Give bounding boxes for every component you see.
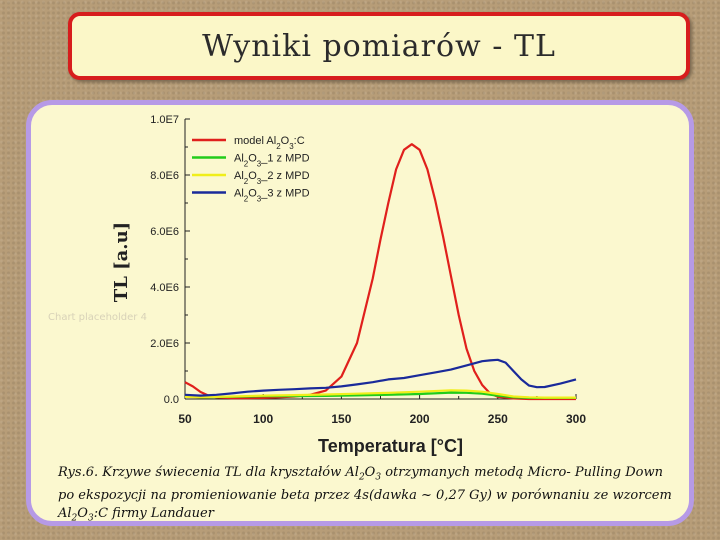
legend-entry: Al2O3_1 z MPD [234, 153, 310, 169]
x-tick-label: 100 [253, 412, 273, 426]
caption-subscript: 2 [358, 472, 365, 483]
legend-entry: model Al2O3:C [234, 135, 305, 151]
caption-part: Rys.6. Krzywe świecenia TL dla kryształó… [58, 465, 359, 480]
legend-text-part: :C [294, 135, 305, 147]
x-tick-label: 300 [566, 412, 586, 426]
x-tick-label: 150 [331, 412, 351, 426]
legend-text-part: 3 [257, 160, 262, 169]
legend-text-part: _2 z MPD [260, 170, 309, 182]
legend-text-part: O [248, 188, 257, 200]
legend-text-part: 2 [244, 160, 249, 169]
legend-text-part: 3 [289, 142, 294, 151]
caption-part: O [77, 505, 88, 521]
legend-text-part: 3 [257, 177, 262, 186]
y-tick-label: 2.0E6 [150, 338, 179, 350]
legend-text-part: _3 z MPD [260, 188, 309, 200]
figure-caption: Rys.6. Krzywe świecenia TL dla kryształó… [58, 464, 678, 528]
x-tick-label: 200 [410, 412, 430, 426]
y-tick-label: 1.0E7 [150, 114, 179, 126]
legend-text-part: O [248, 153, 257, 165]
content-panel [26, 100, 694, 526]
title-box: Wyniki pomiarów - TL [68, 12, 690, 80]
caption-subscript: 3 [375, 472, 382, 483]
y-tick-label: 8.0E6 [150, 170, 179, 182]
legend-text-part: Al [234, 188, 244, 200]
legend-entry: Al2O3_2 z MPD [234, 170, 310, 186]
series-line-4 [184, 358, 577, 397]
legend-text-part: 3 [257, 195, 262, 204]
legend-text-part: O [248, 170, 257, 182]
legend-entry: Al2O3_3 z MPD [234, 188, 310, 204]
y-tick-label: 6.0E6 [150, 226, 179, 238]
caption-part: :C firmy Landauer [93, 505, 214, 521]
x-tick-label: 250 [488, 412, 508, 426]
slide-title: Wyniki pomiarów - TL [202, 28, 556, 64]
legend-text-part: _1 z MPD [260, 153, 309, 165]
caption-subscript: 2 [71, 513, 78, 524]
legend-text-part: 2 [276, 142, 281, 151]
caption-part: O [364, 465, 376, 480]
legend-text-part: Al [234, 170, 244, 182]
placeholder-label: Chart placeholder 4 [48, 312, 147, 323]
legend-text-part: O [281, 135, 290, 147]
legend-text-part: Al [234, 153, 244, 165]
y-tick-label: 0.0 [164, 394, 179, 406]
x-tick-label: 50 [178, 412, 192, 426]
caption-subscript: 3 [87, 513, 94, 524]
x-axis-label: Temperatura [°C] [318, 436, 463, 456]
caption-part: otrzymanych metodą Micro- Pulling Down p… [58, 465, 672, 521]
y-tick-label: 4.0E6 [150, 282, 179, 294]
series-line-3 [184, 389, 576, 399]
legend-text-part: model Al [234, 135, 276, 147]
y-axis-label: TL [a.u] [111, 222, 132, 302]
legend-text-part: 2 [244, 177, 249, 186]
legend-text-part: 2 [244, 195, 249, 204]
